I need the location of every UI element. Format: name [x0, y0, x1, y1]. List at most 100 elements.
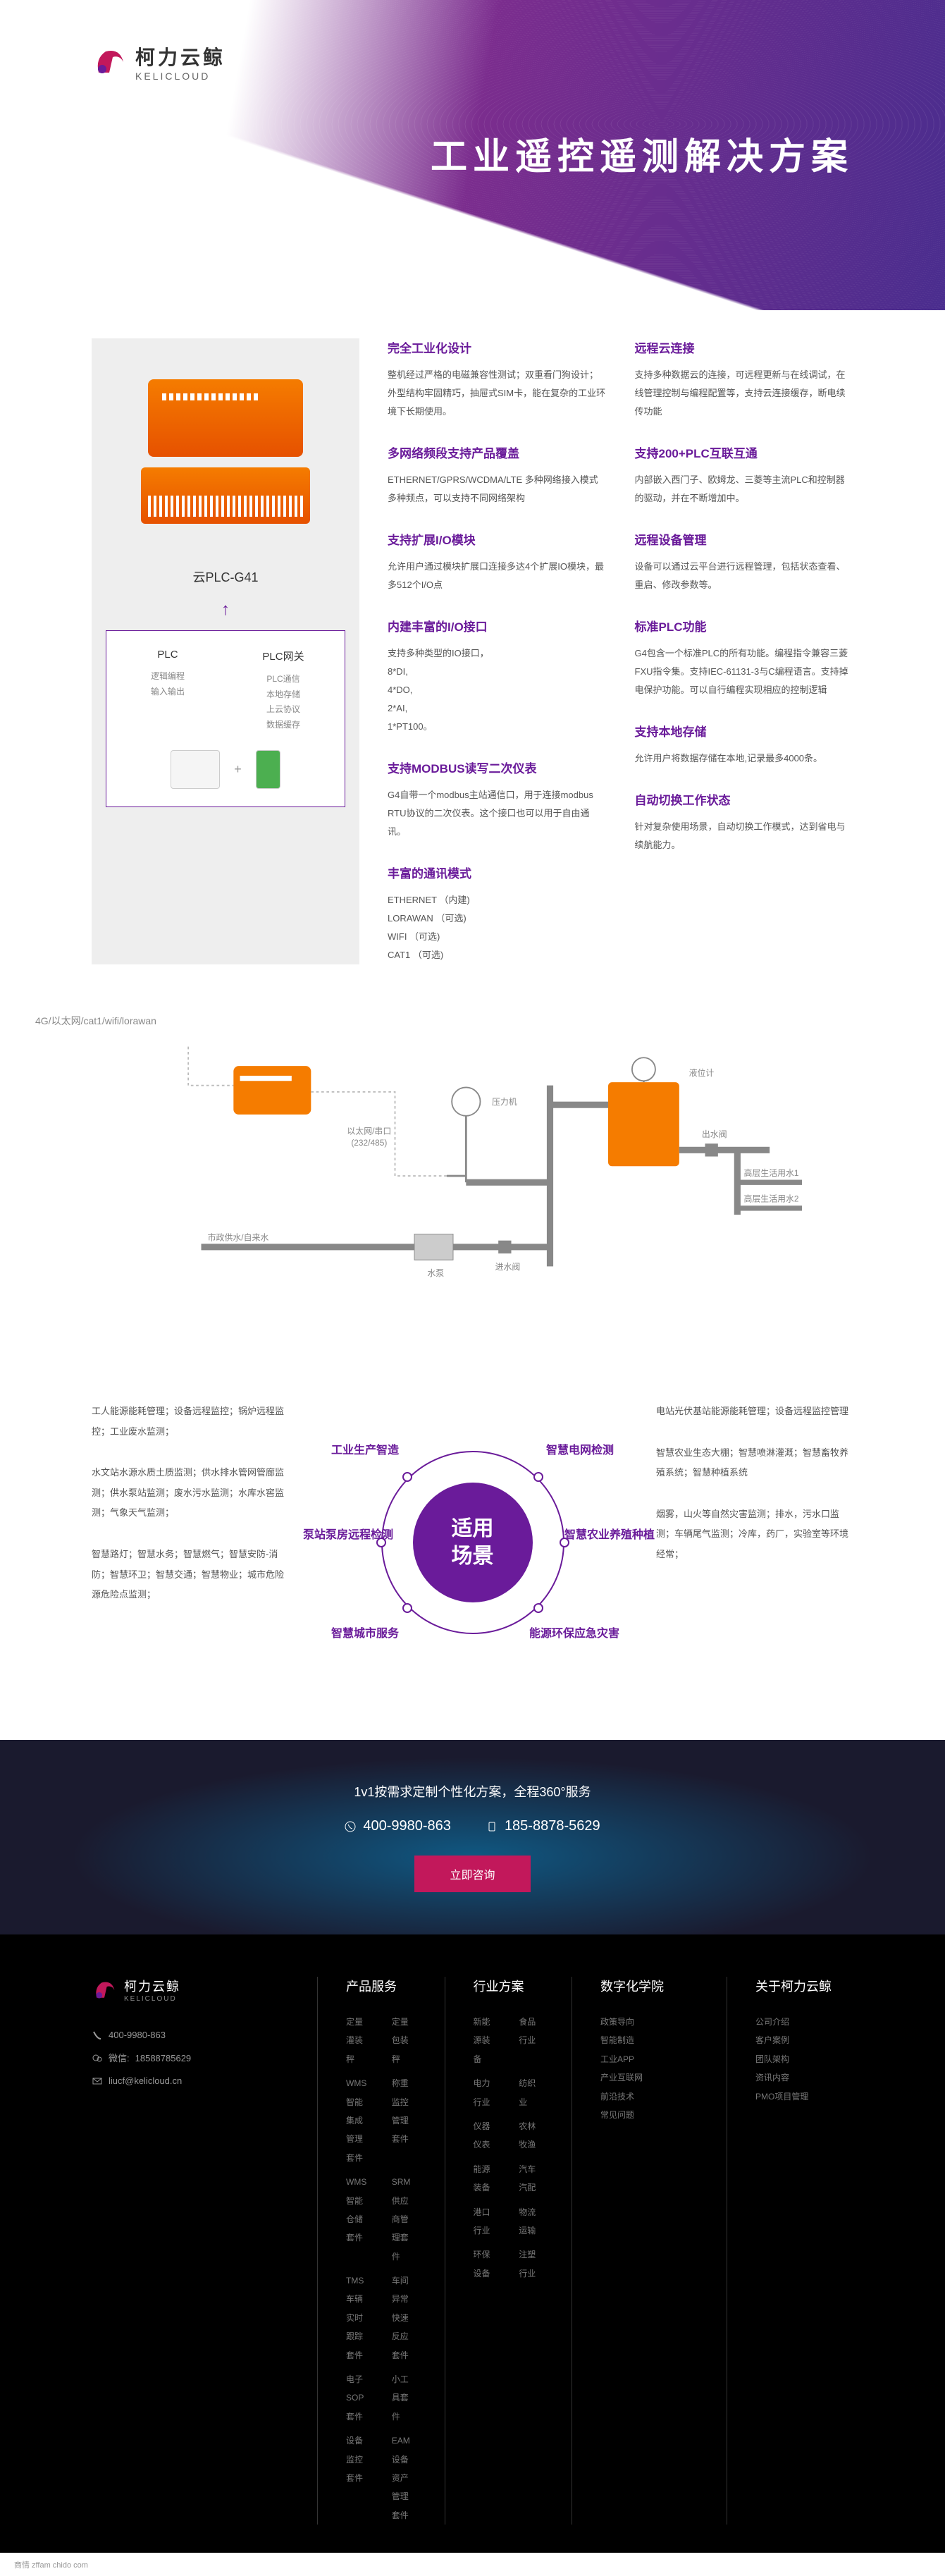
footer-logo-cn: 柯力云鲸	[124, 1977, 180, 1995]
hero-section: 柯力云鲸 KELICLOUD 工业遥控遥测解决方案	[0, 0, 945, 310]
footer-link[interactable]: 资讯内容	[755, 2068, 853, 2087]
footer-link[interactable]: 车间异常快速反应套件	[392, 2271, 416, 2365]
footer-link[interactable]: 工业APP	[600, 2050, 698, 2068]
feature-title: 内建丰富的I/O接口	[388, 617, 607, 634]
plc-col1-desc: 逻辑编程 输入输出	[121, 669, 215, 699]
feature-item: 内建丰富的I/O接口支持多种类型的IO接口， 8*DI, 4*DO, 2*AI,…	[388, 617, 607, 736]
plc-box: PLC 逻辑编程 输入输出 PLC网关 PLC通信 本地存储 上云协议 数据缓存…	[106, 630, 345, 807]
scenario-node: 智慧农业养殖种植	[564, 1525, 642, 1542]
feature-item: 远程云连接支持多种数据云的连接，可远程更新与在线调试，在线管理控制与编程配置等，…	[635, 338, 854, 421]
product-column: 云PLC-G41 ↑ PLC 逻辑编程 输入输出 PLC网关 PLC通信 本地存…	[92, 338, 359, 964]
footer-link[interactable]: 前沿技术	[600, 2087, 698, 2106]
main-content: 云PLC-G41 ↑ PLC 逻辑编程 输入输出 PLC网关 PLC通信 本地存…	[0, 310, 945, 1007]
scenario-node: 泵站泵房远程检测	[303, 1525, 381, 1542]
footer-link[interactable]: PMO项目管理	[755, 2087, 853, 2106]
plus-icon: +	[234, 762, 242, 777]
footer-link[interactable]: 新能源装备	[474, 2013, 498, 2068]
footer-link[interactable]: 港口行业	[474, 2203, 498, 2240]
footer-link[interactable]: 常见问题	[600, 2106, 698, 2124]
footer-link[interactable]: 环保设备	[474, 2245, 498, 2283]
diagram-high2: 高层生活用水2	[744, 1194, 799, 1204]
logo-name-en: KELICLOUD	[135, 70, 226, 82]
consult-button[interactable]: 立即咨询	[414, 1856, 530, 1892]
diagram-level: 液位计	[689, 1068, 715, 1078]
footer-link[interactable]: SRM供应商管理套件	[392, 2173, 416, 2266]
footer-link[interactable]: 电力行业	[474, 2074, 498, 2111]
footer-link[interactable]: 公司介绍	[755, 2013, 853, 2031]
footer-link[interactable]: 仪器仪表	[474, 2117, 498, 2154]
feature-item: 支持扩展I/O模块允许用户通过模块扩展口连接多达4个扩展IO模块，最多512个I…	[388, 530, 607, 594]
feature-desc: 整机经过严格的电磁兼容性测试；双重看门狗设计；外型结构牢固精巧，抽屉式SIM卡，…	[388, 366, 607, 421]
scenario-text-item: 电站光伏基站能源能耗管理；设备远程监控管理	[656, 1402, 853, 1422]
scenario-node: 智慧电网检测	[546, 1440, 614, 1457]
phone-icon	[92, 2030, 103, 2041]
footer-logo-icon	[92, 1977, 117, 2003]
feature-title: 标准PLC功能	[635, 617, 854, 634]
email-icon	[92, 2075, 103, 2087]
product-name: 云PLC-G41	[106, 550, 345, 600]
product-image	[106, 352, 345, 550]
footer-link[interactable]: 小工具套件	[392, 2370, 416, 2426]
system-diagram: 4G/以太网/cat1/wifi/lorawan 以太网/串口(232/485)…	[0, 1007, 945, 1373]
footer-link[interactable]: 团队架构	[755, 2050, 853, 2068]
feature-item: 支持MODBUS读写二次仪表 G4自带一个modbus主站通信口，用于连接modb…	[388, 759, 607, 841]
scenario-text-item: 烟雾，山火等自然灾害监测；排水，污水口监测；车辆尾气监测；冷库，药厂，实验室等环…	[656, 1504, 853, 1565]
feature-desc: 设备可以通过云平台进行远程管理，包括状态查看、重启、修改参数等。	[635, 558, 854, 594]
footer-link[interactable]: WMS智能集成管理套件	[346, 2074, 371, 2167]
feature-desc: G4自带一个modbus主站通信口，用于连接modbus RTU协议的二次仪表。…	[388, 786, 607, 841]
diagram-pump: 水泵	[427, 1268, 444, 1278]
footer-link[interactable]: 能源装备	[474, 2160, 498, 2197]
footer-logo-en: KELICLOUD	[124, 1995, 180, 2003]
footer-link[interactable]: TMS车辆实时跟踪套件	[346, 2271, 371, 2365]
footer-link[interactable]: 注塑行业	[519, 2245, 543, 2283]
phone-icon	[345, 1821, 356, 1832]
footer-link[interactable]: 汽车汽配	[519, 2160, 543, 2197]
bottom-bar: 商情 zffam chido com	[0, 2553, 945, 2576]
feature-desc: ETHERNET/GPRS/WCDMA/LTE 多种网络接入模式多种频点，可以支…	[388, 471, 607, 508]
feature-title: 支持MODBUS读写二次仪表	[388, 759, 607, 776]
footer-link[interactable]: 物流运输	[519, 2203, 543, 2240]
diagram-network-label: 4G/以太网/cat1/wifi/lorawan	[35, 1014, 156, 1028]
scenario-node: 智慧城市服务	[331, 1624, 399, 1640]
wechat-icon	[92, 2053, 103, 2064]
feature-desc: G4包含一个标准PLC的所有功能。编程指令兼容三菱FXU指令集。支持IEC-61…	[635, 644, 854, 699]
page-title: 工业遥控遥测解决方案	[431, 127, 853, 180]
footer-link[interactable]: 农林牧渔	[519, 2117, 543, 2154]
footer-link[interactable]: WMS智能仓储套件	[346, 2173, 371, 2266]
feature-title: 自动切换工作状态	[635, 790, 854, 808]
footer-link[interactable]: 称重监控管理套件	[392, 2074, 416, 2167]
footer-col-title: 数字化学院	[600, 1977, 698, 1995]
scenario-node: 能源环保应急灾害	[529, 1624, 614, 1640]
scenario-text-item: 智慧农业生态大棚；智慧喷淋灌溉；智慧畜牧养殖系统；智慧种植系统	[656, 1443, 853, 1483]
footer-link[interactable]: EAM设备资产管理套件	[392, 2431, 416, 2525]
feature-title: 支持扩展I/O模块	[388, 530, 607, 548]
scenario-diagram: 适用 场景 工业生产智造 智慧电网检测 泵站泵房远程检测 智慧农业养殖种植 智慧…	[324, 1402, 621, 1683]
plc-col2-desc: PLC通信 本地存储 上云协议 数据缓存	[236, 672, 331, 732]
scenario-text-item: 工人能源能耗管理；设备远程监控；锅炉远程监控；工业废水监测；	[92, 1402, 289, 1442]
feature-item: 多网络频段支持产品覆盖ETHERNET/GPRS/WCDMA/LTE 多种网络接…	[388, 443, 607, 508]
feature-title: 支持200+PLC互联互通	[635, 443, 854, 461]
feature-title: 完全工业化设计	[388, 338, 607, 356]
scenario-text-item: 水文站水源水质土质监测；供水排水管网管廊监测；供水泵站监测；废水污水监测；水库水…	[92, 1463, 289, 1523]
footer-link[interactable]: 设备监控套件	[346, 2431, 371, 2525]
footer-link[interactable]: 客户案例	[755, 2031, 853, 2049]
footer-col-title: 关于柯力云鲸	[755, 1977, 853, 1995]
footer-link[interactable]: 定量包装秤	[392, 2013, 416, 2068]
diagram-ethernet: 以太网/串口(232/485)	[347, 1126, 391, 1147]
feature-desc: ETHERNET （内建) LORAWAN （可选) WIFI （可选) CAT…	[388, 891, 607, 964]
footer-link[interactable]: 电子SOP套件	[346, 2370, 371, 2426]
logo-name-cn: 柯力云鲸	[135, 42, 226, 70]
footer-academy: 数字化学院 政策导向智能制造工业APP产业互联网前沿技术常见问题	[572, 1977, 698, 2525]
footer-link[interactable]: 纺织业	[519, 2074, 543, 2111]
footer-link[interactable]: 定量灌装秤	[346, 2013, 371, 2068]
scenario-left-text: 工人能源能耗管理；设备远程监控；锅炉远程监控；工业废水监测； 水文站水源水质土质监…	[92, 1402, 289, 1626]
footer-link[interactable]: 智能制造	[600, 2031, 698, 2049]
footer-link[interactable]: 食品行业	[519, 2013, 543, 2068]
feature-item: 支持本地存储允许用户将数据存储在本地,记录最多4000条。	[635, 722, 854, 768]
footer-link[interactable]: 政策导向	[600, 2013, 698, 2031]
footer-industries: 行业方案 新能源装备食品行业电力行业纺织业仪器仪表农林牧渔能源装备汽车汽配港口行…	[445, 1977, 544, 2525]
footer-email: liucf@kelicloud.cn	[92, 2070, 289, 2093]
feature-title: 远程云连接	[635, 338, 854, 356]
feature-item: 自动切换工作状态针对复杂使用场景，自动切换工作模式，达到省电与续航能力。	[635, 790, 854, 854]
footer-link[interactable]: 产业互联网	[600, 2068, 698, 2087]
